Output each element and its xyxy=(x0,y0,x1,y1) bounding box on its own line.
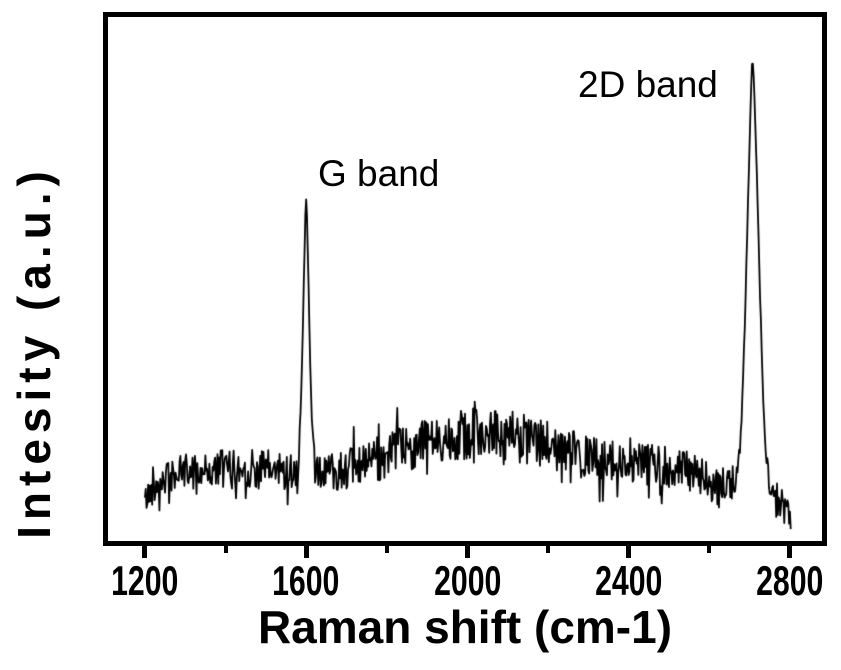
x-minor-tick xyxy=(546,546,551,553)
annotation-g-band: G band xyxy=(318,153,440,194)
x-axis-ticks: 1200 1600 2000 2400 2800 xyxy=(103,546,827,606)
x-tick-label: 2400 xyxy=(595,557,663,604)
x-tick-label: 2800 xyxy=(756,557,824,604)
x-major-tick xyxy=(142,546,148,558)
plot-area: G band 2D band xyxy=(103,12,827,546)
x-axis-label: Raman shift (cm-1) xyxy=(257,601,673,653)
x-minor-tick xyxy=(384,546,389,553)
x-major-tick xyxy=(626,546,632,558)
x-major-tick xyxy=(787,546,793,558)
spectrum-trace xyxy=(108,17,822,541)
x-tick-label: 1600 xyxy=(272,557,340,604)
x-tick-label: 1200 xyxy=(111,557,179,604)
x-major-tick xyxy=(303,546,309,558)
x-minor-tick xyxy=(707,546,712,553)
x-major-tick xyxy=(464,546,470,558)
annotation-2d-band: 2D band xyxy=(578,64,718,105)
x-tick-label: 2000 xyxy=(433,557,502,604)
x-minor-tick xyxy=(223,546,228,553)
y-axis-label: Intesity (a.u.) xyxy=(8,165,60,539)
